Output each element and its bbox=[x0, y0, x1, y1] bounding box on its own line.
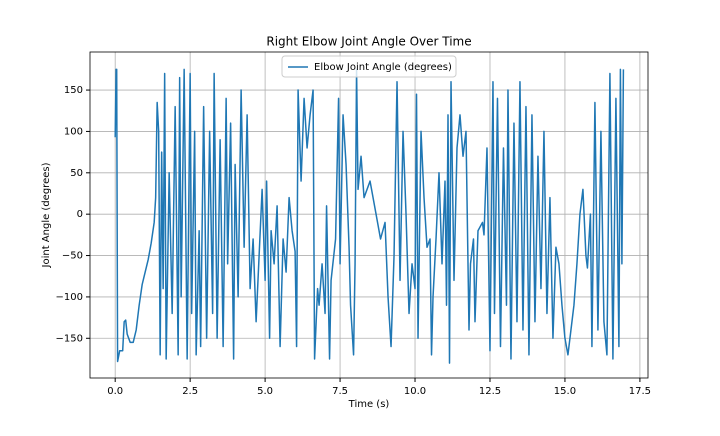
y-tick-label: 50 bbox=[70, 168, 83, 179]
x-tick-label: 7.5 bbox=[332, 386, 348, 397]
x-axis-label: Time (s) bbox=[348, 399, 390, 410]
y-tick-label: −50 bbox=[62, 251, 83, 262]
chart-title: Right Elbow Joint Angle Over Time bbox=[266, 35, 471, 49]
legend: Elbow Joint Angle (degrees) bbox=[281, 55, 457, 78]
legend-label: Elbow Joint Angle (degrees) bbox=[314, 62, 452, 73]
axes-frame bbox=[89, 51, 649, 379]
x-tick-label: 15.0 bbox=[554, 386, 576, 397]
x-tick-label: 5.0 bbox=[257, 386, 273, 397]
x-tick-label: 10.0 bbox=[404, 386, 426, 397]
y-tick-label: 150 bbox=[64, 85, 83, 96]
y-tick-label: 0 bbox=[77, 209, 83, 220]
y-tick-label: −100 bbox=[56, 292, 83, 303]
x-tick-label: 17.5 bbox=[629, 386, 651, 397]
legend-box bbox=[281, 55, 457, 78]
y-tick-label: 100 bbox=[64, 126, 83, 137]
y-tick-label: −150 bbox=[56, 333, 83, 344]
y-axis-label: Joint Angle (degrees) bbox=[41, 162, 52, 268]
x-tick-label: 12.5 bbox=[479, 386, 501, 397]
x-tick-label: 0.0 bbox=[107, 386, 123, 397]
data-line bbox=[114, 68, 625, 364]
x-tick-label: 2.5 bbox=[182, 386, 198, 397]
